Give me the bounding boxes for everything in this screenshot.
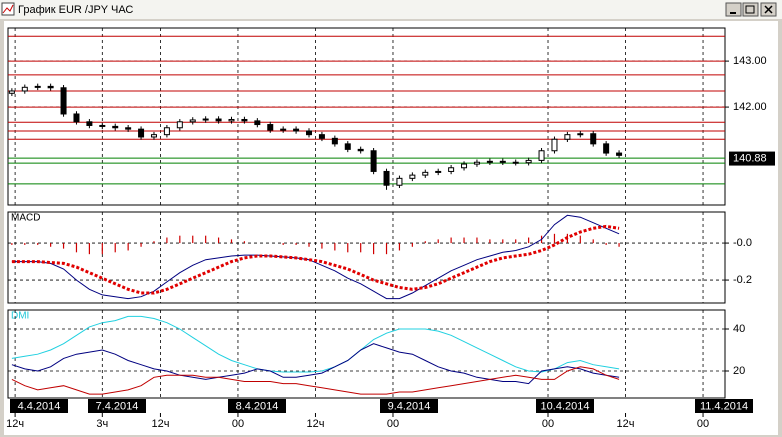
candle-body	[293, 128, 300, 132]
candle-body	[538, 150, 545, 161]
candle-body	[525, 159, 532, 164]
x-tick-label: 12ч	[617, 418, 635, 430]
candle-body	[267, 124, 274, 131]
series-line	[11, 315, 620, 373]
last-price-box	[729, 151, 775, 166]
candle-body	[47, 85, 54, 89]
candle-body	[254, 120, 261, 126]
candle-body	[512, 161, 519, 164]
x-tick-label: 00	[697, 418, 709, 430]
candle-body	[306, 130, 313, 136]
candle-body	[590, 133, 597, 145]
chart-area	[4, 21, 778, 435]
x-tick-label: 12ч	[306, 418, 324, 430]
candle-body	[396, 177, 403, 186]
date-label-box	[88, 399, 146, 413]
dmi-title: DMI	[11, 311, 29, 322]
date-label: 4.4.2014	[18, 400, 61, 412]
candle-body	[86, 121, 93, 126]
x-tick-label: 00	[542, 418, 554, 430]
date-label: 9.4.2014	[388, 400, 431, 412]
candle-body	[99, 124, 106, 127]
date-label-box	[380, 399, 438, 413]
candle-body	[448, 167, 455, 172]
y-tick-label: 142.00	[733, 101, 767, 113]
candle-body	[125, 127, 132, 130]
x-tick-label: 12ч	[6, 418, 24, 430]
series-line	[11, 343, 620, 385]
candle-body	[603, 143, 610, 154]
window-title: График EUR /JPY ЧАС	[18, 4, 133, 16]
candle-body	[409, 174, 416, 179]
date-label-box	[10, 399, 68, 413]
candle-body	[73, 113, 80, 123]
candle-body	[241, 118, 248, 122]
close-glyph	[764, 5, 773, 14]
macd-title: MACD	[11, 213, 40, 224]
candle-body	[189, 119, 196, 123]
candle-body	[486, 160, 493, 163]
candle-body	[344, 143, 351, 150]
candle-body	[564, 134, 571, 140]
candle-body	[551, 138, 558, 152]
x-tick-label: 00	[387, 418, 399, 430]
candle-body	[318, 134, 325, 139]
y-tick-label: 143.00	[733, 55, 767, 67]
candle-body	[215, 118, 222, 122]
date-label-box	[536, 399, 594, 413]
candle-body	[60, 87, 67, 115]
candle-body	[21, 86, 28, 92]
y-tick-label: 20	[733, 365, 745, 377]
series-line	[11, 214, 620, 300]
app-icon-glyph	[2, 4, 14, 14]
panel-frame	[7, 211, 726, 304]
series-line	[11, 366, 620, 395]
candle-body	[176, 121, 183, 129]
date-label: 7.4.2014	[96, 400, 139, 412]
maximize-glyph	[745, 5, 755, 14]
candle-body	[461, 163, 468, 169]
candle-body	[331, 137, 338, 145]
y-tick-label: -0.2	[733, 274, 752, 286]
date-label: 10.4.2014	[541, 400, 590, 412]
candle-body	[422, 171, 429, 176]
candle-body	[163, 127, 170, 136]
y-tick-label: -0.0	[733, 237, 752, 249]
candle-body	[370, 150, 377, 172]
y-tick-label: 40	[733, 323, 745, 335]
candle-body	[8, 90, 15, 94]
minimize-button[interactable]	[725, 2, 742, 17]
candle-body	[34, 85, 41, 88]
candle-body	[112, 125, 119, 129]
x-tick-label: 00	[232, 418, 244, 430]
x-tick-label: 12ч	[151, 418, 169, 430]
series-line	[11, 224, 620, 295]
candle-body	[280, 128, 287, 131]
date-label-box	[228, 399, 286, 413]
candle-body	[150, 134, 157, 138]
candle-body	[138, 128, 145, 138]
maximize-button[interactable]	[742, 2, 759, 17]
panel-frame	[7, 27, 726, 206]
panel-frame	[7, 309, 726, 399]
candle-body	[357, 148, 364, 152]
date-label: 8.4.2014	[236, 400, 279, 412]
date-label: 11.4.2014	[700, 400, 748, 412]
date-label-box	[695, 399, 753, 413]
title-bar	[0, 0, 782, 19]
candle-body	[202, 118, 209, 121]
candle-body	[616, 152, 623, 156]
x-tick-label: 3ч	[96, 418, 108, 430]
candle-body	[383, 170, 390, 186]
last-price-label: 140.88	[733, 152, 767, 164]
candle-body	[473, 161, 480, 165]
candle-body	[435, 170, 442, 173]
candle-body	[499, 160, 506, 163]
candle-body	[577, 133, 584, 136]
candle-body	[228, 118, 235, 122]
